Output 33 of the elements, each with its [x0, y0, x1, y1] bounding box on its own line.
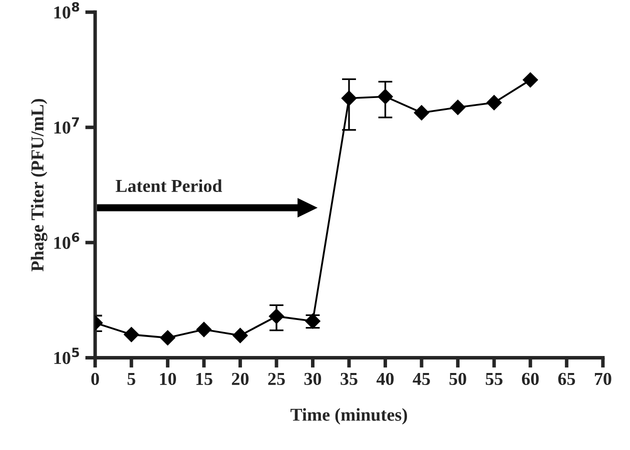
- y-tick-label: 10$^{8}$: [54, 2, 80, 19]
- x-axis-title: Time (minutes): [290, 408, 407, 425]
- x-tick-label: 45: [412, 372, 430, 386]
- point: [124, 326, 139, 342]
- point: [160, 330, 176, 346]
- point: [341, 90, 357, 106]
- x-tick-label: 30: [304, 372, 322, 386]
- x-tick-label: 10: [160, 372, 176, 386]
- x-tick-label: 35: [340, 372, 358, 386]
- x-tick-label: 5: [128, 373, 136, 386]
- point: [268, 308, 284, 324]
- x-tick-label: 55: [486, 373, 502, 386]
- x-tick-label: 15: [196, 372, 212, 386]
- point: [522, 72, 538, 88]
- point: [232, 328, 248, 344]
- point: [450, 100, 466, 115]
- x-tick-label: 60: [522, 372, 539, 386]
- point: [378, 89, 393, 104]
- y-axis-title: Phage Titer (PFU/mL): [30, 98, 48, 272]
- y-tick-label: 10$^{7}$: [54, 117, 79, 134]
- y-tick-label: 10$^{6}$: [54, 232, 80, 249]
- x-tick-label: 70: [594, 372, 612, 386]
- point: [414, 105, 430, 120]
- point: [486, 95, 502, 110]
- x-tick-label: 20: [232, 372, 249, 386]
- x-tick-label: 0: [91, 372, 99, 386]
- x-tick-label: 65: [558, 372, 576, 386]
- x-tick-label: 50: [450, 372, 466, 386]
- point: [196, 322, 212, 338]
- annotation: Latent Period: [116, 179, 222, 192]
- x-tick-label: 40: [376, 372, 394, 386]
- x-tick-label: 25: [268, 372, 285, 386]
- y-tick-label: 10$^{5}$: [54, 348, 80, 364]
